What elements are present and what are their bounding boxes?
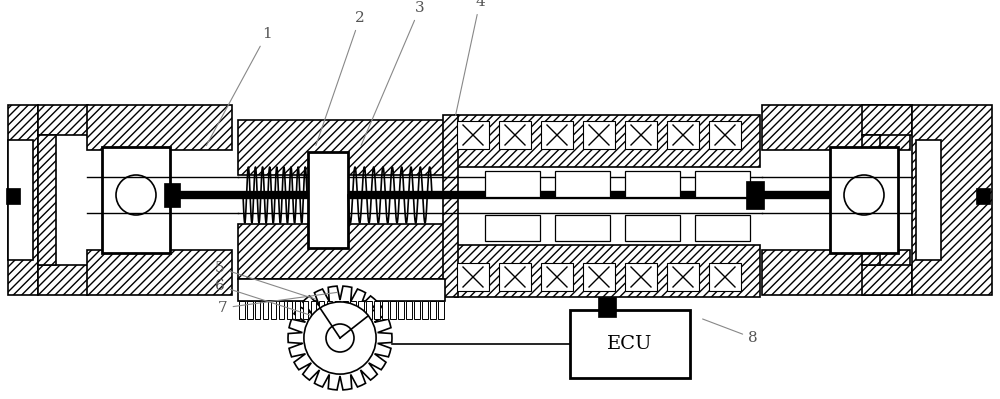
Text: 4: 4 <box>456 0 485 115</box>
Bar <box>327 301 332 319</box>
Bar <box>308 152 348 248</box>
Bar <box>164 183 180 207</box>
Bar <box>709 121 741 149</box>
Bar <box>263 301 268 319</box>
Bar <box>414 301 420 319</box>
Bar <box>239 301 245 319</box>
Polygon shape <box>288 286 392 390</box>
Bar <box>350 301 356 319</box>
Bar <box>247 301 253 319</box>
Bar <box>555 171 610 197</box>
Text: 3: 3 <box>361 1 425 146</box>
Bar <box>862 105 912 135</box>
Text: 8: 8 <box>703 319 758 345</box>
Bar <box>541 121 573 149</box>
Bar <box>390 301 396 319</box>
Bar <box>271 301 276 319</box>
Bar <box>916 140 941 260</box>
Bar <box>238 279 445 301</box>
Bar <box>625 215 680 241</box>
Bar <box>570 310 690 378</box>
Bar <box>287 301 292 319</box>
Bar <box>430 301 436 319</box>
Bar <box>38 135 56 265</box>
Bar <box>625 171 680 197</box>
Bar <box>830 147 898 253</box>
Bar <box>762 250 910 295</box>
Bar <box>695 171 750 197</box>
Bar <box>443 115 458 297</box>
Bar <box>238 224 445 279</box>
Bar <box>422 301 428 319</box>
Bar <box>862 135 880 265</box>
Bar <box>583 263 615 291</box>
Text: 7: 7 <box>218 292 337 315</box>
Bar <box>667 121 699 149</box>
Bar <box>87 105 232 150</box>
Bar <box>541 263 573 291</box>
Bar <box>485 215 540 241</box>
Circle shape <box>304 302 376 374</box>
Bar <box>457 121 489 149</box>
Bar <box>862 265 912 295</box>
Bar <box>342 301 348 319</box>
Bar <box>382 301 388 319</box>
Bar <box>87 250 232 295</box>
Text: ECU: ECU <box>607 335 653 353</box>
Bar <box>695 215 750 241</box>
Bar <box>398 301 404 319</box>
Text: 2: 2 <box>316 11 365 145</box>
Bar <box>455 115 760 167</box>
Bar <box>279 301 284 319</box>
Bar <box>374 301 380 319</box>
Bar <box>912 105 992 295</box>
Bar <box>238 120 445 175</box>
Bar <box>667 263 699 291</box>
Bar <box>499 121 531 149</box>
Bar <box>6 188 20 204</box>
Bar <box>746 181 764 209</box>
Bar <box>358 301 364 319</box>
Bar <box>311 301 316 319</box>
Bar <box>583 121 615 149</box>
Bar <box>709 263 741 291</box>
Bar <box>598 297 616 317</box>
Bar <box>625 121 657 149</box>
Bar <box>255 301 260 319</box>
Bar <box>499 263 531 291</box>
Bar <box>319 301 324 319</box>
Text: 1: 1 <box>206 27 272 146</box>
Bar <box>8 140 33 260</box>
Text: 6: 6 <box>215 279 310 315</box>
Bar <box>485 171 540 197</box>
Bar <box>625 263 657 291</box>
Bar <box>335 301 340 319</box>
Bar <box>303 301 308 319</box>
Bar <box>406 301 412 319</box>
Bar <box>38 265 88 295</box>
Bar <box>455 245 760 297</box>
Bar <box>762 105 910 150</box>
Bar <box>438 301 444 319</box>
Bar <box>457 263 489 291</box>
Bar <box>8 105 38 295</box>
Bar <box>555 215 610 241</box>
Bar <box>38 105 88 135</box>
Bar <box>102 147 170 253</box>
Bar <box>976 188 990 204</box>
Text: 5: 5 <box>215 261 315 299</box>
Bar <box>295 301 300 319</box>
Bar <box>366 301 372 319</box>
